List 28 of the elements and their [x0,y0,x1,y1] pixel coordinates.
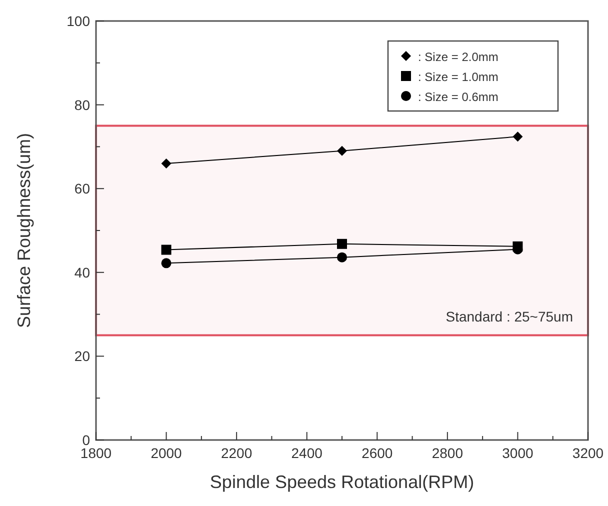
y-tick-label: 80 [74,96,90,113]
y-tick-label: 20 [74,348,90,364]
point [161,244,172,255]
x-tick-label: 2000 [150,445,182,461]
x-tick-label: 2600 [362,445,393,461]
x-tick-label: 3000 [502,445,534,461]
x-tick-label: 2400 [291,445,323,461]
y-tick-label: 40 [74,264,90,280]
point [337,238,347,249]
x-tick-label: 2200 [220,445,252,461]
x-tick-label: 2800 [432,445,464,461]
y-axis-title: Surface Roughness(um) [14,132,34,328]
legend-label: : Size = 2.0mm [418,50,498,64]
point [337,146,347,156]
point [337,252,347,262]
point [161,258,172,268]
legend-label: : Size = 0.6mm [418,90,498,104]
legend-label: : Size = 1.0mm [418,70,498,84]
x-tick-label: 1800 [80,445,112,461]
y-tick-label: 60 [74,180,90,197]
y-tick-label: 100 [66,13,90,29]
x-tick-label: 3200 [572,445,604,461]
point [512,132,523,142]
y-tick-label: 0 [82,432,90,448]
point [161,158,172,168]
x-axis-title: Spindle Speeds Rotational(RPM) [210,472,474,492]
band-label: Standard : 25~75um [446,308,573,324]
point [512,241,523,252]
